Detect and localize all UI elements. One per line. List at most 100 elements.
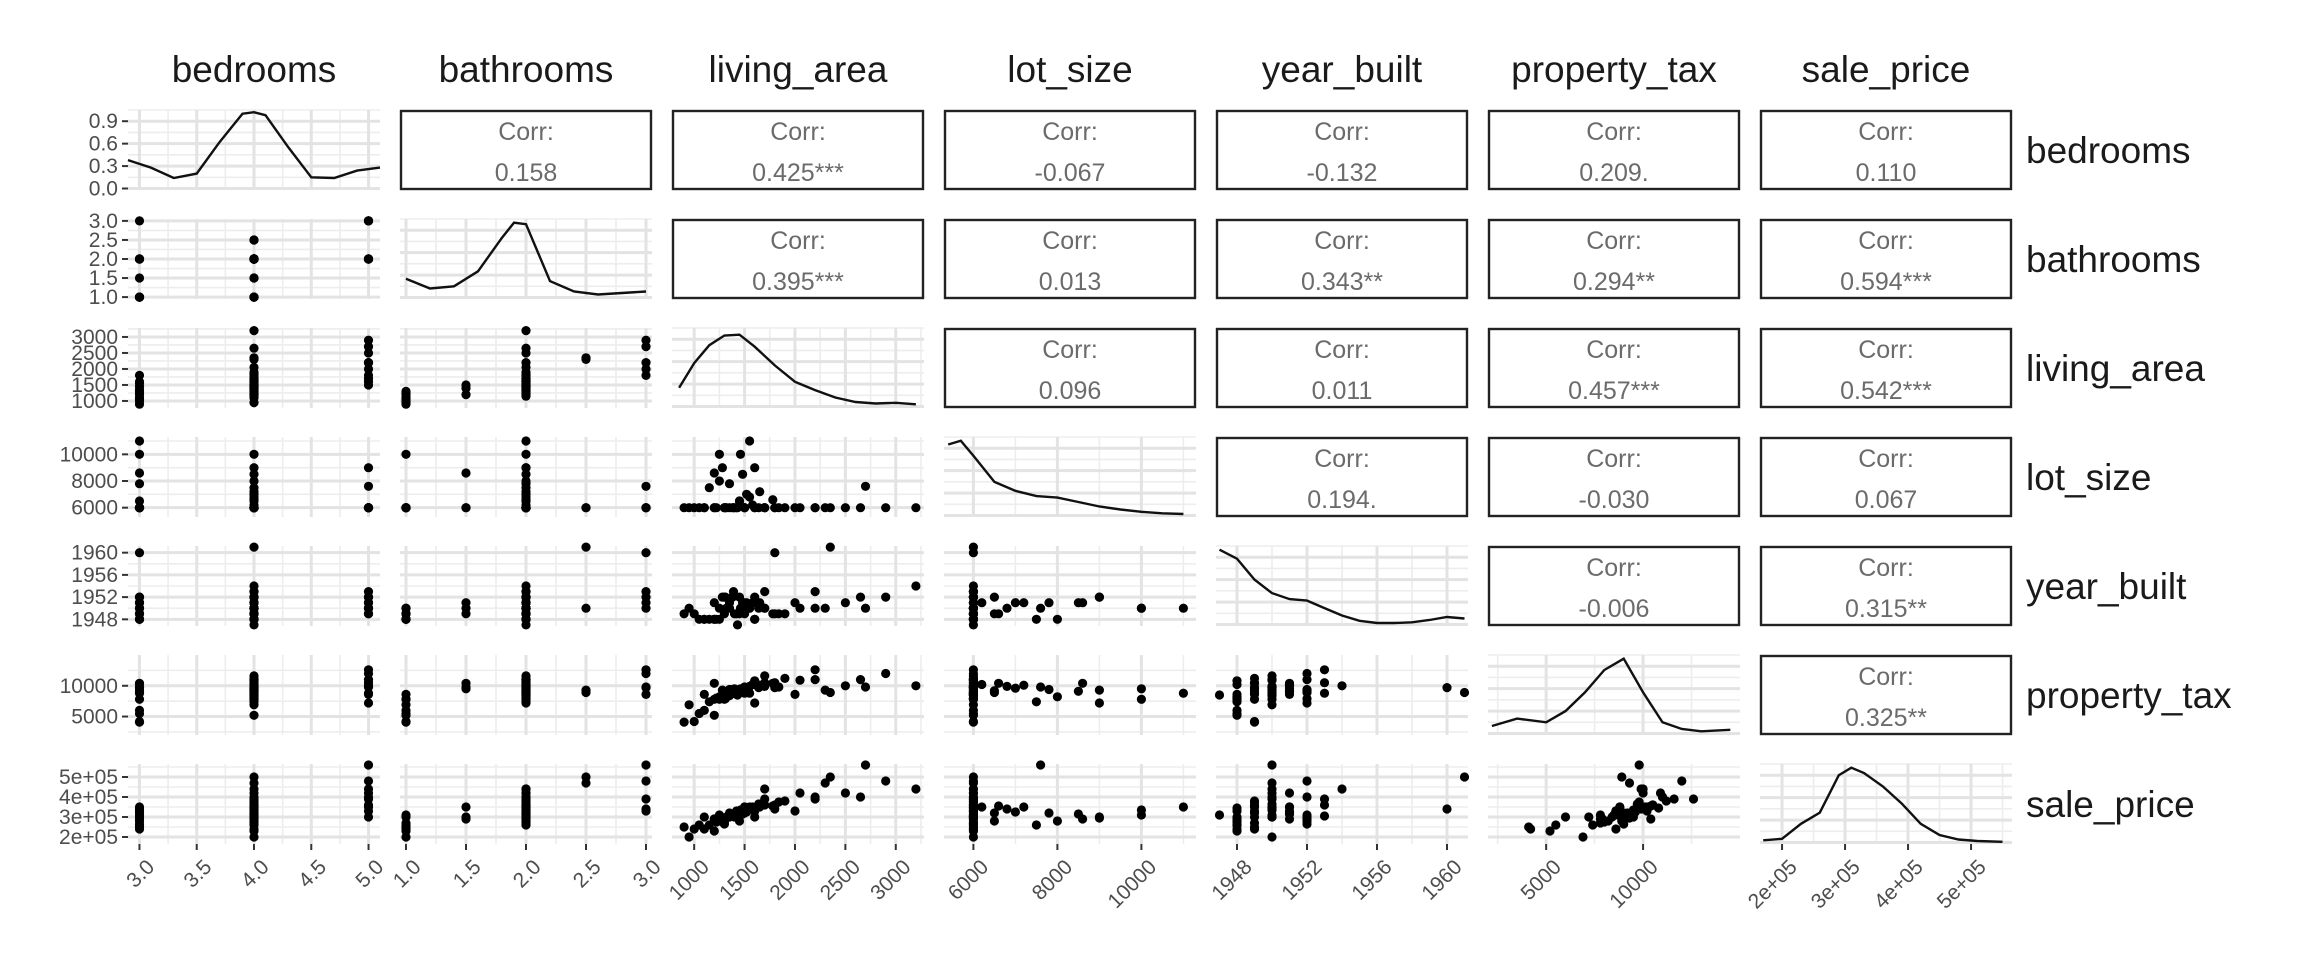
xtick-label: 1.0: [389, 855, 426, 892]
scatter-point: [704, 697, 714, 707]
scatter-point: [1094, 698, 1104, 708]
scatter-point: [911, 503, 921, 513]
scatter-point: [363, 380, 374, 390]
scatter-point: [1284, 689, 1295, 700]
strip-row-sale_price: sale_price: [2026, 784, 2195, 825]
scatter-point: [641, 665, 651, 675]
scatter-point: [1052, 692, 1062, 702]
ytick-label: 3.0: [89, 210, 118, 233]
scatter-point: [770, 800, 780, 810]
scatter-point: [641, 358, 651, 368]
scatter-point: [1136, 684, 1146, 694]
scatter-point: [728, 587, 739, 597]
scatter-point: [780, 673, 790, 684]
scatter-point: [581, 603, 591, 613]
scatter-point: [755, 487, 765, 497]
scatter-point: [134, 216, 145, 226]
scatter-point: [401, 449, 411, 459]
scatter-point: [134, 292, 145, 302]
scatter-point: [1019, 680, 1029, 690]
scatter-point: [641, 481, 651, 491]
panel-sale_price-lot_size: [944, 760, 1196, 844]
scatter-point: [1624, 778, 1635, 788]
scatter-point: [994, 801, 1004, 811]
scatter-point: [521, 436, 531, 446]
panel-bathrooms-bathrooms: [400, 218, 652, 300]
scatter-point: [1284, 806, 1295, 816]
scatter-point: [249, 483, 259, 493]
scatter-point: [401, 614, 411, 624]
scatter-point: [134, 812, 145, 822]
panel-sale_price-sale_price: [1760, 763, 2012, 845]
scatter-point: [977, 802, 987, 812]
scatter-point: [679, 503, 689, 513]
strip-col-year_built: year_built: [1262, 49, 1423, 90]
scatter-point: [363, 587, 374, 597]
corr-value: 0.194.: [1307, 486, 1377, 514]
corr-label: Corr:: [1042, 118, 1098, 146]
scatter-point: [134, 705, 145, 716]
corr-label: Corr:: [1858, 227, 1914, 255]
scatter-point: [745, 436, 755, 446]
scatter-point: [911, 784, 921, 794]
corr-value: 0.096: [1039, 377, 1102, 405]
density-curve: [405, 221, 647, 296]
scatter-point: [911, 581, 921, 591]
corr-box: [1759, 545, 2013, 627]
scatter-point: [641, 370, 651, 380]
scatter-point: [729, 609, 740, 619]
scatter-point: [363, 698, 374, 708]
scatter-point: [1031, 820, 1041, 830]
scatter-point: [770, 548, 780, 558]
scatter-point: [968, 705, 979, 716]
scatter-point: [1319, 688, 1330, 698]
scatter-point: [521, 698, 531, 708]
scatter-point: [1669, 794, 1679, 804]
scatter-point: [363, 358, 374, 368]
scatter-point: [760, 784, 770, 794]
panel-property_tax-lot_size: [944, 655, 1196, 735]
scatter-point: [911, 681, 921, 691]
corr-label: Corr:: [1314, 336, 1370, 364]
scatter-point: [249, 390, 259, 400]
corr-box: [943, 109, 1197, 191]
corr-value: 0.158: [495, 159, 558, 187]
corr-box: [1487, 218, 1741, 300]
ytick-label: 3000: [71, 326, 118, 349]
scatter-point: [840, 681, 851, 691]
scatter-point: [968, 819, 979, 829]
scatter-point: [249, 362, 259, 372]
scatter-point: [1611, 824, 1621, 834]
scatter-point: [134, 386, 145, 396]
scatter-point: [249, 449, 259, 459]
scatter-point: [249, 374, 259, 384]
scatter-point: [1073, 686, 1083, 696]
scatter-point: [249, 581, 259, 591]
xtick-label: 4e+05: [1870, 855, 1928, 913]
scatter-point: [714, 694, 725, 704]
scatter-point: [840, 788, 851, 798]
scatter-point: [249, 273, 259, 283]
scatter-point: [641, 503, 651, 513]
scatter-point: [363, 812, 374, 822]
xtick-label: 1.5: [449, 855, 486, 892]
ytick-label: 1952: [71, 586, 118, 609]
scatter-point: [790, 503, 800, 513]
scatter-point: [363, 335, 374, 345]
scatter-point: [760, 603, 770, 613]
panel-sale_price-year_built: [1214, 760, 1470, 844]
scatter-point: [689, 824, 699, 834]
scatter-point: [363, 463, 374, 473]
scatter-point: [134, 678, 145, 688]
strip-row-lot_size: lot_size: [2026, 457, 2151, 498]
ytick-label: 1956: [71, 564, 118, 587]
scatter-point: [1052, 816, 1062, 826]
scatter-point: [1688, 794, 1699, 804]
scatter-point: [521, 609, 531, 619]
scatter-point: [989, 592, 1000, 602]
scatter-point: [363, 760, 374, 770]
scatter-point: [1459, 687, 1470, 698]
corr-value: -0.006: [1579, 595, 1650, 623]
scatter-point: [1337, 681, 1347, 691]
corr-value: 0.013: [1039, 268, 1102, 296]
